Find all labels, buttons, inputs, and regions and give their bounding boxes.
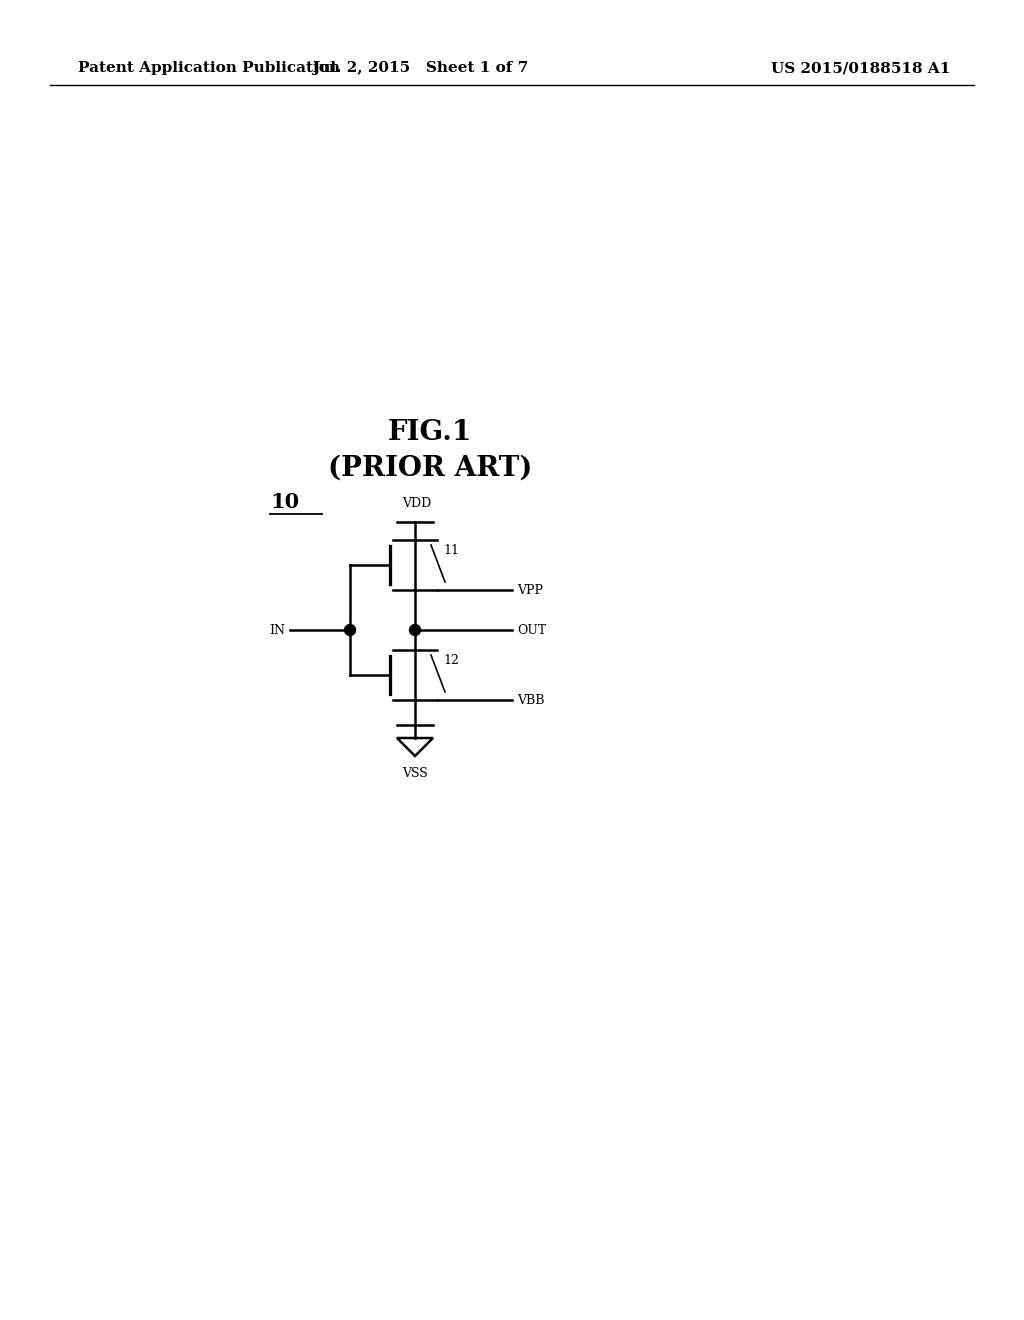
Text: IN: IN xyxy=(269,623,285,636)
Text: (PRIOR ART): (PRIOR ART) xyxy=(328,454,532,482)
Text: 11: 11 xyxy=(443,544,459,557)
Text: Jul. 2, 2015   Sheet 1 of 7: Jul. 2, 2015 Sheet 1 of 7 xyxy=(312,61,528,75)
Text: VBB: VBB xyxy=(517,693,545,706)
Text: Patent Application Publication: Patent Application Publication xyxy=(78,61,340,75)
Text: OUT: OUT xyxy=(517,623,546,636)
Text: VDD: VDD xyxy=(402,498,432,510)
Text: 12: 12 xyxy=(443,653,459,667)
Text: US 2015/0188518 A1: US 2015/0188518 A1 xyxy=(771,61,950,75)
Circle shape xyxy=(410,624,421,635)
Circle shape xyxy=(344,624,355,635)
Text: FIG.1: FIG.1 xyxy=(388,418,472,446)
Text: VSS: VSS xyxy=(402,767,428,780)
Text: VPP: VPP xyxy=(517,583,543,597)
Text: 10: 10 xyxy=(270,492,299,512)
